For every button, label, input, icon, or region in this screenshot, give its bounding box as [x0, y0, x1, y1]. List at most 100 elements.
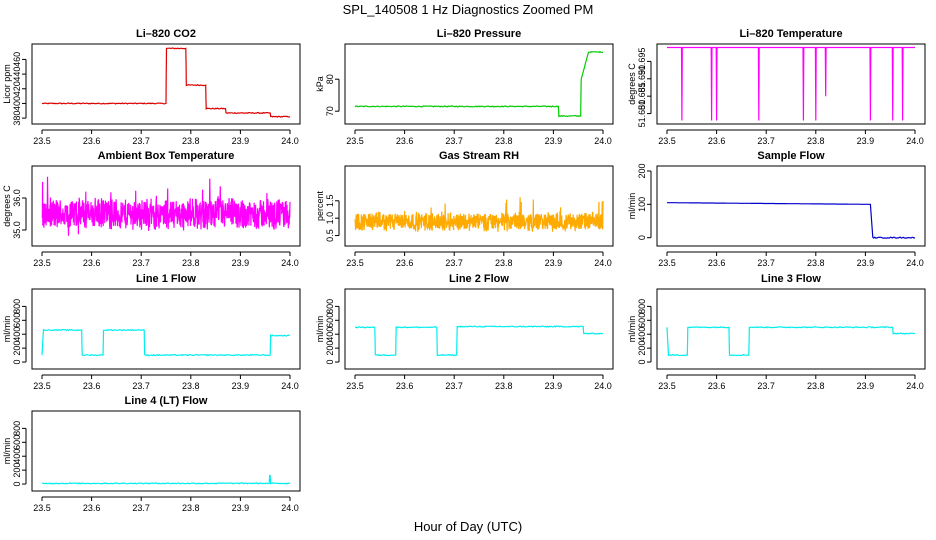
plot-frame [344, 288, 614, 370]
y-tick-label: 200 [12, 341, 22, 356]
y-tick-label: 420 [12, 81, 22, 96]
x-tick-label: 23.5 [33, 136, 51, 146]
x-tick-label: 23.5 [658, 136, 676, 146]
y-tick-label: 0 [325, 360, 335, 365]
y-tick-label: 51.690 [637, 65, 647, 93]
plot-frame [31, 410, 301, 492]
y-tick-label: 1.5 [325, 195, 335, 208]
panel-7: Line 1 Flow ml/min 23.5 23.6 23.7 23.8 23.9 24.… [2, 273, 301, 391]
y-tick-label: 0 [12, 360, 22, 365]
x-tick-label: 23.8 [182, 258, 200, 268]
x-tick-label: 23.8 [807, 258, 825, 268]
y-tick-label: 440 [12, 67, 22, 82]
y-tick-label: 800 [325, 299, 335, 314]
y-tick-label: 400 [637, 327, 647, 342]
x-tick-label: 23.6 [396, 136, 414, 146]
x-tick-label: 23.7 [445, 136, 463, 146]
y-axis-label: Licor ppm [2, 64, 12, 104]
x-tick-label: 24.0 [281, 136, 299, 146]
panel-6: Sample Flow ml/min 23.5 23.6 23.7 23.8 23.9 24.… [627, 150, 926, 268]
y-tick-label: 600 [637, 313, 647, 328]
panel-title: Sample Flow [757, 150, 825, 162]
x-tick-label: 23.9 [232, 136, 250, 146]
x-axis-label: Hour of Day (UTC) [414, 519, 522, 534]
y-tick-label: 51.680 [637, 100, 647, 128]
x-tick-label: 23.8 [495, 136, 513, 146]
x-tick-label: 23.9 [857, 258, 875, 268]
y-tick-label: 0 [12, 482, 22, 487]
series-line [354, 50, 604, 118]
y-tick-label: 380 [12, 111, 22, 126]
x-tick-label: 24.0 [594, 381, 612, 391]
panel-title: Li–820 Pressure [437, 28, 521, 40]
panel-10: Line 4 (LT) Flow ml/min 23.5 23.6 23.7 23.8 23… [2, 395, 301, 513]
x-tick-label: 23.5 [346, 136, 364, 146]
x-tick-label: 24.0 [906, 258, 924, 268]
x-tick-label: 23.7 [445, 381, 463, 391]
panels-group: Li–820 CO2 Licor ppm 23.5 23.6 23.7 23.8 23.9 2… [2, 28, 926, 513]
y-tick-label: 800 [637, 299, 647, 314]
series-line [41, 176, 291, 236]
y-axis-label: ml/min [627, 193, 637, 220]
plot-frame [344, 43, 614, 125]
panel-8: Line 2 Flow ml/min 23.5 23.6 23.7 23.8 23.9 24.… [315, 273, 614, 391]
y-tick-label: 200 [637, 163, 647, 178]
x-tick-label: 23.6 [83, 503, 101, 513]
panel-title: Li–820 CO2 [136, 28, 196, 40]
x-tick-label: 23.8 [495, 381, 513, 391]
x-tick-label: 23.7 [132, 136, 150, 146]
panel-title: Line 3 Flow [761, 273, 821, 285]
y-tick-label: 35.0 [12, 221, 22, 239]
x-tick-label: 23.7 [132, 381, 150, 391]
x-tick-label: 23.8 [807, 136, 825, 146]
x-tick-label: 23.9 [545, 136, 563, 146]
x-tick-label: 23.5 [33, 503, 51, 513]
y-axis-label: percent [315, 190, 325, 221]
series-line [666, 326, 915, 357]
x-tick-label: 23.9 [232, 381, 250, 391]
panel-3: Li–820 Temperature degrees C 23.5 23.6 23.7 2… [627, 28, 926, 146]
y-tick-label: 400 [325, 327, 335, 342]
x-tick-label: 23.8 [495, 258, 513, 268]
x-tick-label: 23.5 [33, 258, 51, 268]
y-tick-label: 36.0 [12, 189, 22, 207]
panel-4: Ambient Box Temperature degrees C 23.5 23.6… [2, 150, 301, 268]
panel-title: Line 1 Flow [136, 273, 196, 285]
x-tick-label: 24.0 [281, 381, 299, 391]
y-tick-label: 1.0 [325, 212, 335, 225]
series-line [667, 202, 916, 239]
x-tick-label: 23.5 [658, 381, 676, 391]
plot-frame [344, 165, 614, 247]
x-tick-label: 23.9 [857, 136, 875, 146]
y-tick-label: 0 [637, 360, 647, 365]
y-axis-label: ml/min [2, 316, 12, 343]
panel-9: Line 3 Flow ml/min 23.5 23.6 23.7 23.8 23.9 24.… [627, 273, 926, 391]
series-line [354, 325, 604, 357]
y-tick-label: 400 [12, 96, 22, 111]
panel-title: Line 2 Flow [449, 273, 509, 285]
y-tick-label: 460 [12, 52, 22, 67]
y-tick-label: 600 [12, 435, 22, 450]
x-tick-label: 23.6 [396, 381, 414, 391]
panel-title: Ambient Box Temperature [98, 150, 235, 162]
plot-frame [656, 288, 926, 370]
x-tick-label: 23.7 [757, 136, 775, 146]
x-tick-label: 23.9 [232, 503, 250, 513]
x-tick-label: 23.6 [708, 258, 726, 268]
plot-frame [656, 165, 926, 247]
x-tick-label: 23.9 [232, 258, 250, 268]
x-tick-label: 23.6 [708, 136, 726, 146]
figure-title: SPL_140508 1 Hz Diagnostics Zoomed PM [343, 2, 594, 17]
y-tick-label: 800 [12, 421, 22, 436]
plot-frame [31, 43, 301, 125]
x-tick-label: 23.5 [33, 381, 51, 391]
x-tick-label: 23.9 [545, 258, 563, 268]
y-tick-label: 80 [325, 74, 335, 84]
y-tick-label: 0.5 [325, 229, 335, 242]
x-tick-label: 23.5 [346, 258, 364, 268]
x-tick-label: 23.5 [658, 258, 676, 268]
x-tick-label: 23.6 [396, 258, 414, 268]
y-tick-label: 400 [12, 449, 22, 464]
x-tick-label: 24.0 [281, 258, 299, 268]
x-tick-label: 23.6 [83, 381, 101, 391]
